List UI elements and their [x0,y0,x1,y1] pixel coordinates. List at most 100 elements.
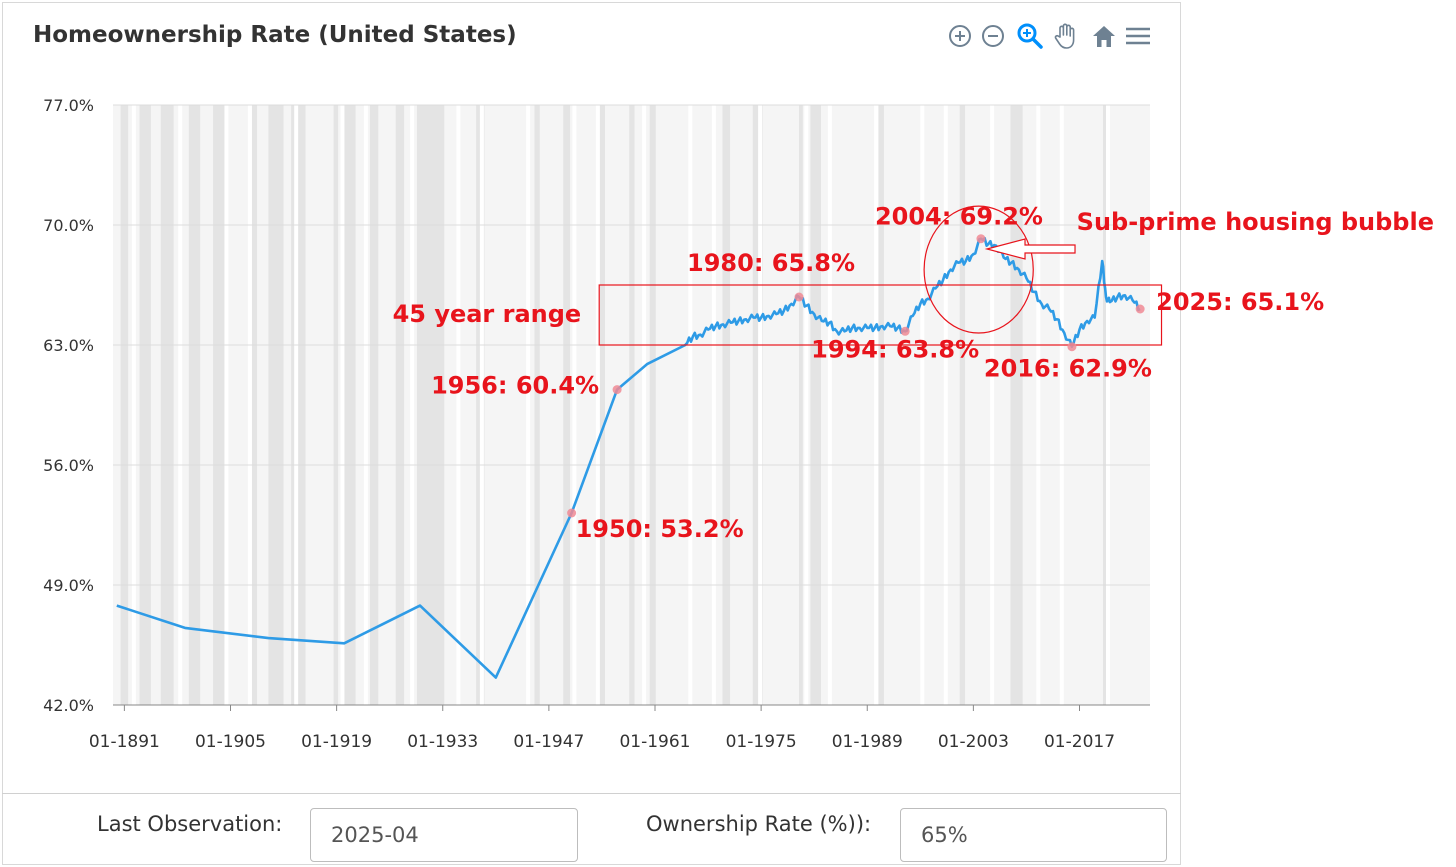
background-stripe [572,105,577,705]
recession-band [799,105,803,705]
recession-band [416,105,445,705]
last-observation-field[interactable]: 2025-04 [310,808,578,862]
zoom-out-icon[interactable] [979,22,1007,50]
background-stripe [758,105,763,705]
x-tick-label: 01-1961 [619,732,690,752]
annotation-dot [1135,304,1145,314]
background-stripe [456,105,461,705]
recession-band [120,105,129,705]
recession-band [248,105,258,705]
background-stripe [827,105,832,705]
background-stripe [340,105,345,705]
background-stripe [642,105,647,705]
chart-title: Homeownership Rate (United States) [33,22,517,48]
y-tick-label: 70.0% [43,216,94,235]
annotation-dot [900,326,910,336]
background-stripe [874,105,879,705]
recession-band [629,105,635,705]
zoom-in-icon[interactable] [946,22,974,50]
recession-band [369,105,379,705]
background-stripe [178,105,183,705]
recession-band [160,105,174,705]
recession-band [878,105,884,705]
recession-band [333,105,339,705]
recession-band [722,105,731,705]
series-line [116,236,1141,679]
bubble-arrow [984,238,1076,260]
background-stripe [479,105,484,705]
selection-zoom-icon[interactable] [1016,22,1044,50]
background-stripe [224,105,229,705]
background-stripe [943,105,948,705]
recession-band [649,105,656,705]
recession-band [188,105,201,705]
bubble-label: Sub-prime housing bubble [1077,208,1434,236]
x-tick-label: 01-1933 [407,732,478,752]
annotation-label: 1994: 63.8% [811,335,979,363]
ownership-rate-label: Ownership Rate (%)): [646,812,872,836]
recession-band [810,105,822,705]
last-observation-label: Last Observation: [97,812,283,836]
annotation-dot [794,292,804,302]
recession-band [268,105,284,705]
background-stripe [247,105,252,705]
annotation-dot [1067,342,1077,352]
menu-icon[interactable] [1124,22,1152,50]
background-stripe [410,105,415,705]
home-reset-icon[interactable] [1090,22,1118,50]
annotation-dot [567,508,577,518]
y-tick-label: 42.0% [43,696,94,715]
background-stripe [526,105,531,705]
x-tick-label: 01-2017 [1044,732,1115,752]
background-stripe [688,105,693,705]
x-tick-label: 01-1975 [726,732,797,752]
background-stripe [804,105,809,705]
x-tick-label: 01-1891 [89,732,160,752]
range-box [598,284,1163,346]
annotation-label: 1980: 65.8% [687,249,855,277]
background-stripe [711,105,716,705]
recession-band [752,105,763,705]
form-divider [2,793,1181,794]
x-tick-label: 01-2003 [938,732,1009,752]
recession-band [1103,105,1107,705]
x-tick-label: 01-1905 [195,732,266,752]
y-tick-label: 63.0% [43,336,94,355]
background-stripe [595,105,600,705]
annotation-label: 2016: 62.9% [984,355,1152,383]
ownership-rate-field[interactable]: 65% [900,808,1167,862]
chart-canvas: 77.0% 70.0% 63.0% 56.0% 49.0% 42.0% 01-1891 01… [43,96,1434,752]
annotation-label: 2004: 69.2% [875,203,1043,231]
x-tick-label: 01-1919 [301,732,372,752]
annotation-label: 1956: 60.4% [431,372,599,400]
recession-band [213,105,229,705]
annotation-label: 1950: 53.2% [576,515,744,543]
recession-band [959,105,966,705]
annotation-label: 2025: 65.1% [1156,288,1324,316]
recession-band [598,105,605,705]
x-tick-label: 01-1989 [832,732,903,752]
y-tick-label: 77.0% [43,96,94,115]
recession-band [139,105,151,705]
range-label: 45 year range [393,300,582,328]
y-tick-label: 56.0% [43,456,94,475]
y-tick-label: 49.0% [43,576,94,595]
background-stripe [131,105,136,705]
annotation-dot [976,234,986,244]
pan-hand-icon[interactable] [1052,22,1080,50]
bubble-circle [923,205,1034,334]
annotation-dot [612,385,622,395]
background-stripe [920,105,925,705]
background-stripe [294,105,299,705]
background-stripe [1036,105,1041,705]
recession-band [344,105,356,705]
background-stripe [1106,105,1111,705]
x-tick-label: 01-1947 [513,732,584,752]
recession-band [291,105,306,705]
background-stripe [990,105,995,705]
background-stripe [1059,105,1064,705]
chart-toolbar [946,22,1156,52]
background-stripe [363,105,368,705]
recession-band [395,105,405,705]
recession-band [1010,105,1023,705]
